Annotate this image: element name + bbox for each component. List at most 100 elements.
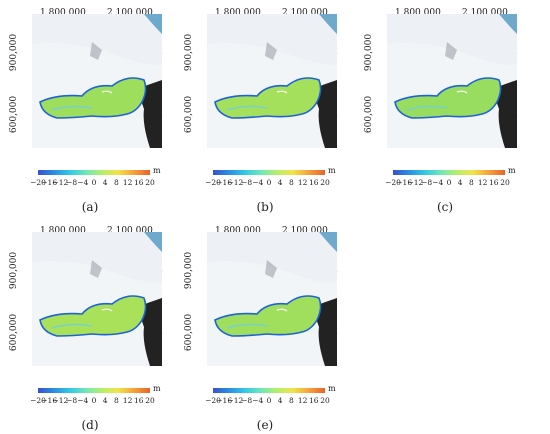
colorbar-tick-label: −4 [252,178,264,187]
colorbar-tick-label: −4 [77,396,89,405]
ice-shelf-map [32,232,162,366]
x-coord-top-left: 1,800,000 [40,226,86,236]
x-coord-top-left: 1,800,000 [40,8,86,18]
colorbar-unit: m [153,166,161,175]
colorbar-tick-label: −20 [385,178,401,187]
ice-shelf-map [207,14,337,148]
y-coord-left-upper: 900,000 [9,251,20,290]
colorbar-tick-label: 12 [297,396,308,405]
panel-label: (c) [436,200,454,214]
colorbar-tick-label: −16 [41,178,58,187]
y-coord-left-lower: 600,000 [364,95,375,134]
colorbar-tick-label: −16 [396,178,413,187]
x-coord-top-right: 2,100,000 [107,8,153,18]
colorbar [213,388,325,393]
colorbar-tick-label: 8 [114,396,119,405]
colorbar-tick-label: −8 [66,178,78,187]
colorbar-ticks: −20 −16 −12 −8 −4 0 4 8 12 16 20 [30,178,160,188]
x-coord-top-right: 2,100,000 [107,226,153,236]
ice-shelf-map [387,14,517,148]
colorbar-tick-label: 16 [309,178,319,187]
y-coord-left-upper: 900,000 [9,33,20,72]
colorbar-tick-label: −12 [407,178,424,187]
colorbar-tick-label: 4 [277,396,283,405]
panel-label: (b) [256,200,274,214]
y-coord-left-lower: 600,000 [9,95,20,134]
colorbar-tick-label: −8 [241,396,253,405]
colorbar-tick-label: −20 [30,396,46,405]
y-coord-left-upper: 900,000 [364,33,375,72]
colorbar-tick-label: −8 [421,178,433,187]
colorbar-tick-label: −12 [227,178,244,187]
y-coord-left-lower: 600,000 [184,95,195,134]
colorbar-tick-label: 0 [91,178,97,187]
y-coord-left-lower: 600,000 [184,313,195,352]
x-coord-top-right: 2,100,000 [462,8,508,18]
colorbar-tick-label: 20 [320,396,330,405]
colorbar-tick-label: −20 [205,178,221,187]
x-coord-top-left: 1,800,000 [215,226,261,236]
colorbar-ticks: −20 −16 −12 −8 −4 0 4 8 12 16 20 [205,178,335,188]
colorbar-tick-label: 12 [122,178,133,187]
colorbar-tick-label: 20 [500,178,510,187]
colorbar-tick-label: 0 [266,396,272,405]
colorbar-tick-label: 20 [145,396,155,405]
colorbar-tick-label: −12 [227,396,244,405]
colorbar-tick-label: −12 [52,396,69,405]
y-coord-left-upper: 900,000 [184,33,195,72]
x-coord-top-right: 2,100,000 [282,226,328,236]
colorbar-tick-label: −4 [432,178,444,187]
colorbar-tick-label: 4 [102,396,108,405]
colorbar [393,170,505,175]
ice-shelf-map [207,232,337,366]
colorbar-tick-label: 16 [134,178,144,187]
colorbar-unit: m [328,384,336,393]
colorbar-tick-label: −16 [216,396,233,405]
map-panel-a: 1,800,000 2,100,000 900,000 600,000 900,… [9,0,170,215]
colorbar-tick-label: −4 [252,396,264,405]
colorbar-tick-label: −16 [216,178,233,187]
colorbar-tick-label: −12 [52,178,69,187]
colorbar [38,170,150,175]
y-coord-left-lower: 600,000 [9,313,20,352]
map-panel-e: 1,800,000 2,100,000 900,000 600,000 900,… [184,218,345,433]
colorbar-tick-label: −20 [30,178,46,187]
ice-shelf-map [32,14,162,148]
y-coord-left-upper: 900,000 [184,251,195,290]
colorbar-tick-label: −8 [241,178,253,187]
colorbar-tick-label: 20 [320,178,330,187]
colorbar-tick-label: −16 [41,396,58,405]
colorbar-tick-label: 8 [289,396,294,405]
colorbar [38,388,150,393]
colorbar-tick-label: −8 [66,396,78,405]
colorbar-tick-label: 16 [134,396,144,405]
colorbar-unit: m [153,384,161,393]
colorbar-ticks: −20 −16 −12 −8 −4 0 4 8 12 16 20 [385,178,515,188]
colorbar-tick-label: 0 [91,396,97,405]
colorbar-tick-label: 20 [145,178,155,187]
colorbar-tick-label: 4 [102,178,108,187]
map-panel-d: 1,800,000 2,100,000 900,000 600,000 900,… [9,218,170,433]
colorbar-unit: m [328,166,336,175]
colorbar-tick-label: 4 [277,178,283,187]
colorbar-ticks: −20 −16 −12 −8 −4 0 4 8 12 16 20 [205,396,335,406]
panel-label: (d) [81,418,99,432]
colorbar-tick-label: −4 [77,178,89,187]
colorbar-ticks: −20 −16 −12 −8 −4 0 4 8 12 16 20 [30,396,160,406]
colorbar-tick-label: 12 [477,178,488,187]
colorbar-tick-label: 16 [489,178,499,187]
map-panel-c: 1,800,000 2,100,000 900,000 600,000 900,… [364,0,525,215]
colorbar-unit: m [508,166,516,175]
x-coord-top-left: 1,800,000 [215,8,261,18]
colorbar-tick-label: 8 [469,178,474,187]
colorbar-tick-label: 8 [114,178,119,187]
colorbar-tick-label: 0 [266,178,272,187]
x-coord-top-right: 2,100,000 [282,8,328,18]
colorbar-tick-label: 4 [457,178,463,187]
colorbar-tick-label: 16 [309,396,319,405]
colorbar [213,170,325,175]
map-panel-b: 1,800,000 2,100,000 900,000 600,000 900,… [184,0,345,215]
colorbar-tick-label: 0 [446,178,452,187]
panel-label: (e) [256,418,274,432]
colorbar-tick-label: −20 [205,396,221,405]
